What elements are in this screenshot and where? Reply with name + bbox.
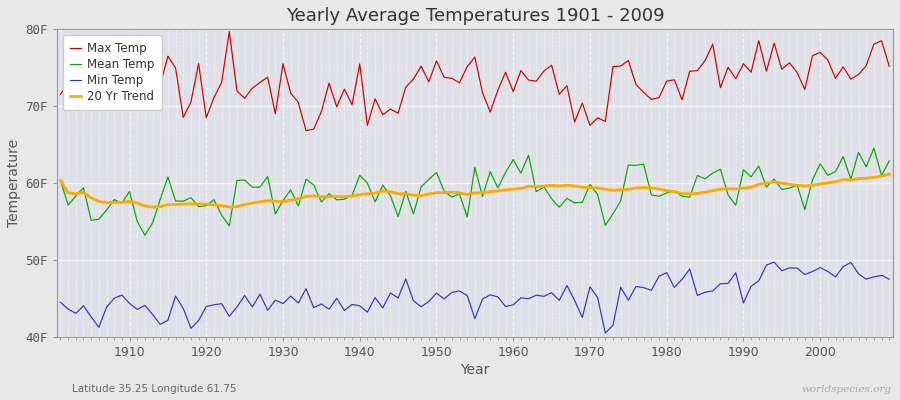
Min Temp: [331, 296, 342, 301]
Min Temp: [500, 304, 511, 309]
Mean Temp: [140, 233, 150, 238]
Mean Temp: [516, 171, 526, 176]
Line: Max Temp: Max Temp: [60, 32, 889, 131]
Line: Mean Temp: Mean Temp: [60, 148, 889, 235]
Max Temp: [523, 78, 534, 82]
Min Temp: [55, 300, 66, 305]
Mean Temp: [339, 197, 350, 202]
Mean Temp: [293, 204, 304, 208]
Max Temp: [616, 64, 626, 68]
Max Temp: [884, 64, 895, 69]
Title: Yearly Average Temperatures 1901 - 2009: Yearly Average Temperatures 1901 - 2009: [285, 7, 664, 25]
Max Temp: [293, 100, 304, 105]
Min Temp: [600, 331, 611, 336]
20 Yr Trend: [608, 188, 618, 193]
Mean Temp: [868, 146, 879, 150]
20 Yr Trend: [55, 178, 66, 183]
Min Temp: [608, 323, 618, 328]
Min Temp: [884, 277, 895, 282]
Max Temp: [116, 72, 127, 77]
Line: Min Temp: Min Temp: [60, 262, 889, 333]
20 Yr Trend: [116, 200, 127, 205]
Max Temp: [516, 68, 526, 73]
Max Temp: [301, 128, 311, 133]
Y-axis label: Temperature: Temperature: [7, 139, 21, 227]
Min Temp: [116, 293, 127, 298]
Min Temp: [508, 302, 518, 307]
Line: 20 Yr Trend: 20 Yr Trend: [60, 174, 889, 207]
Max Temp: [55, 92, 66, 97]
Max Temp: [224, 29, 235, 34]
X-axis label: Year: Year: [460, 363, 490, 377]
Mean Temp: [508, 157, 518, 162]
Max Temp: [346, 102, 357, 107]
20 Yr Trend: [148, 205, 158, 210]
Mean Temp: [608, 212, 618, 216]
Mean Temp: [884, 158, 895, 163]
Min Temp: [769, 260, 779, 264]
20 Yr Trend: [339, 194, 350, 199]
Text: Latitude 35.25 Longitude 61.75: Latitude 35.25 Longitude 61.75: [72, 384, 237, 394]
Mean Temp: [55, 178, 66, 183]
20 Yr Trend: [516, 186, 526, 191]
20 Yr Trend: [508, 187, 518, 192]
20 Yr Trend: [884, 172, 895, 176]
Mean Temp: [116, 201, 127, 206]
Legend: Max Temp, Mean Temp, Min Temp, 20 Yr Trend: Max Temp, Mean Temp, Min Temp, 20 Yr Tre…: [62, 35, 162, 110]
Text: worldspecies.org: worldspecies.org: [801, 385, 891, 394]
20 Yr Trend: [293, 196, 304, 201]
Min Temp: [285, 294, 296, 298]
